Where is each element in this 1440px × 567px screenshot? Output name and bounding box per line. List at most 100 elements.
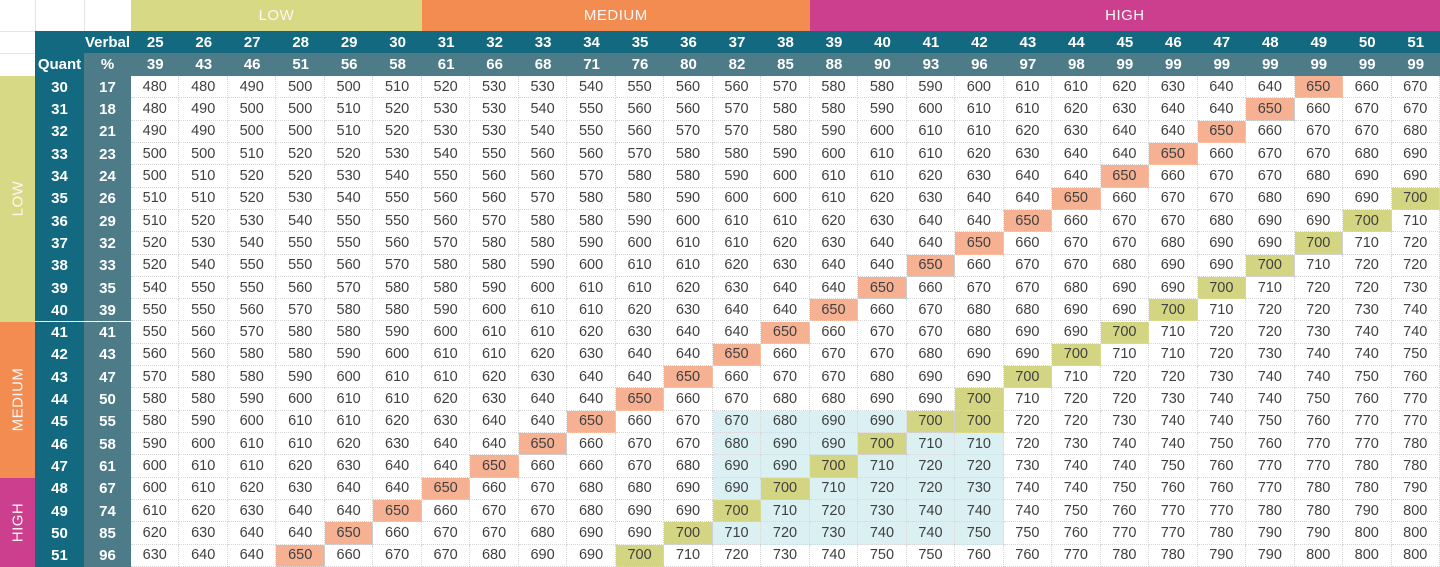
- score-cell: 690: [1343, 187, 1392, 210]
- score-cell: 640: [567, 366, 616, 389]
- score-cell: 640: [276, 522, 325, 545]
- score-cell: 600: [809, 142, 859, 166]
- score-cell: 640: [1149, 120, 1198, 143]
- score-cell: 690: [1100, 299, 1150, 322]
- score-cell: 570: [276, 299, 325, 322]
- score-cell: 560: [421, 187, 471, 210]
- score-cell: 630: [955, 165, 1004, 188]
- score-cell: 630: [567, 343, 616, 367]
- verbal-percentile-header: 99: [1100, 53, 1150, 76]
- score-cell: 670: [712, 410, 762, 434]
- score-cell: 520: [227, 165, 277, 188]
- quant-score-header: 33: [35, 142, 84, 166]
- score-cell: 670: [1246, 142, 1295, 166]
- score-cell: 600: [615, 232, 665, 255]
- score-cell: 670: [858, 321, 907, 344]
- quant-score-header: 35: [35, 187, 84, 210]
- score-cell: 740: [906, 500, 956, 523]
- score-cell: 630: [421, 410, 471, 434]
- quant-score-header: 46: [35, 433, 84, 456]
- score-cell: 640: [664, 321, 713, 344]
- score-cell: 720: [1294, 276, 1344, 300]
- score-cell: 610: [518, 299, 568, 322]
- score-cell: 680: [1246, 187, 1295, 210]
- score-cell: 750: [906, 544, 956, 567]
- score-cell: 690: [761, 433, 810, 456]
- score-cell: 690: [1246, 209, 1295, 233]
- score-cell: 700: [955, 410, 1004, 434]
- score-cell: 600: [421, 321, 471, 344]
- score-cell: 670: [906, 321, 956, 344]
- score-cell: 660: [421, 500, 471, 523]
- score-cell: 530: [276, 187, 325, 210]
- score-cell: 650: [712, 343, 762, 367]
- score-cell: 640: [1003, 165, 1053, 188]
- score-cell: 530: [470, 76, 519, 99]
- score-cell: 710: [906, 433, 956, 456]
- score-cell: 650: [1246, 98, 1295, 121]
- score-cell: 780: [1294, 477, 1344, 501]
- quant-percentile-header: 50: [84, 388, 131, 411]
- verbal-score-header: 40: [858, 31, 907, 53]
- score-cell: 660: [761, 343, 810, 367]
- score-cell: 740: [1294, 343, 1344, 367]
- score-cell: 560: [664, 98, 713, 121]
- quant-percentile-header: 55: [84, 410, 131, 434]
- score-cell: 640: [373, 455, 422, 478]
- score-cell: 630: [1100, 98, 1150, 121]
- verbal-band-high: HIGH: [809, 0, 1440, 31]
- verbal-score-header: 25: [131, 31, 180, 53]
- score-cell: 780: [1100, 544, 1150, 567]
- score-cell: 680: [1294, 165, 1344, 188]
- score-cell: 560: [518, 165, 568, 188]
- score-cell: 630: [179, 522, 228, 545]
- quant-score-header: 41: [35, 321, 84, 344]
- score-cell: 670: [1343, 120, 1392, 143]
- score-cell: 510: [373, 76, 422, 99]
- score-cell: 610: [518, 321, 568, 344]
- score-cell: 540: [276, 209, 325, 233]
- score-cell: 670: [1100, 232, 1150, 255]
- score-cell: 740: [906, 522, 956, 545]
- score-cell: 740: [809, 544, 859, 567]
- verbal-score-header: 36: [664, 31, 713, 53]
- score-cell: 530: [470, 98, 519, 121]
- score-cell: 690: [712, 477, 762, 501]
- quant-percentile-header: 96: [84, 544, 131, 567]
- score-cell: 740: [1391, 299, 1440, 322]
- score-cell: 520: [276, 142, 325, 166]
- score-cell: 670: [1391, 76, 1440, 99]
- verbal-header-label: Verbal: [84, 31, 131, 53]
- score-cell: 620: [1003, 120, 1053, 143]
- score-cell: 760: [1197, 477, 1247, 501]
- score-cell: 610: [324, 388, 374, 411]
- score-cell: 590: [131, 433, 180, 456]
- score-cell: 640: [1246, 76, 1295, 99]
- score-cell: 760: [1391, 366, 1440, 389]
- verbal-percentile-header: 88: [809, 53, 859, 76]
- score-cell: 690: [809, 410, 859, 434]
- verbal-percentile-header: 99: [1294, 53, 1344, 76]
- verbal-score-header: 49: [1294, 31, 1344, 53]
- quant-score-header: 38: [35, 254, 84, 277]
- score-cell: 630: [324, 455, 374, 478]
- score-cell: 670: [518, 477, 568, 501]
- score-cell: 580: [373, 299, 422, 322]
- score-cell: 650: [1197, 120, 1247, 143]
- score-cell: 700: [712, 500, 762, 523]
- score-cell: 660: [1100, 187, 1150, 210]
- score-cell: 640: [664, 343, 713, 367]
- score-cell: 610: [324, 410, 374, 434]
- score-cell: 700: [664, 522, 713, 545]
- score-cell: 660: [615, 410, 665, 434]
- score-cell: 680: [1391, 120, 1440, 143]
- verbal-score-header: 27: [227, 31, 277, 53]
- score-cell: 660: [955, 254, 1004, 277]
- verbal-score-header: 28: [276, 31, 325, 53]
- score-cell: 700: [1149, 299, 1198, 322]
- score-cell: 600: [324, 366, 374, 389]
- score-cell: 780: [1246, 500, 1295, 523]
- quant-percentile-header: 29: [84, 209, 131, 233]
- score-cell: 560: [518, 142, 568, 166]
- score-cell: 750: [1149, 455, 1198, 478]
